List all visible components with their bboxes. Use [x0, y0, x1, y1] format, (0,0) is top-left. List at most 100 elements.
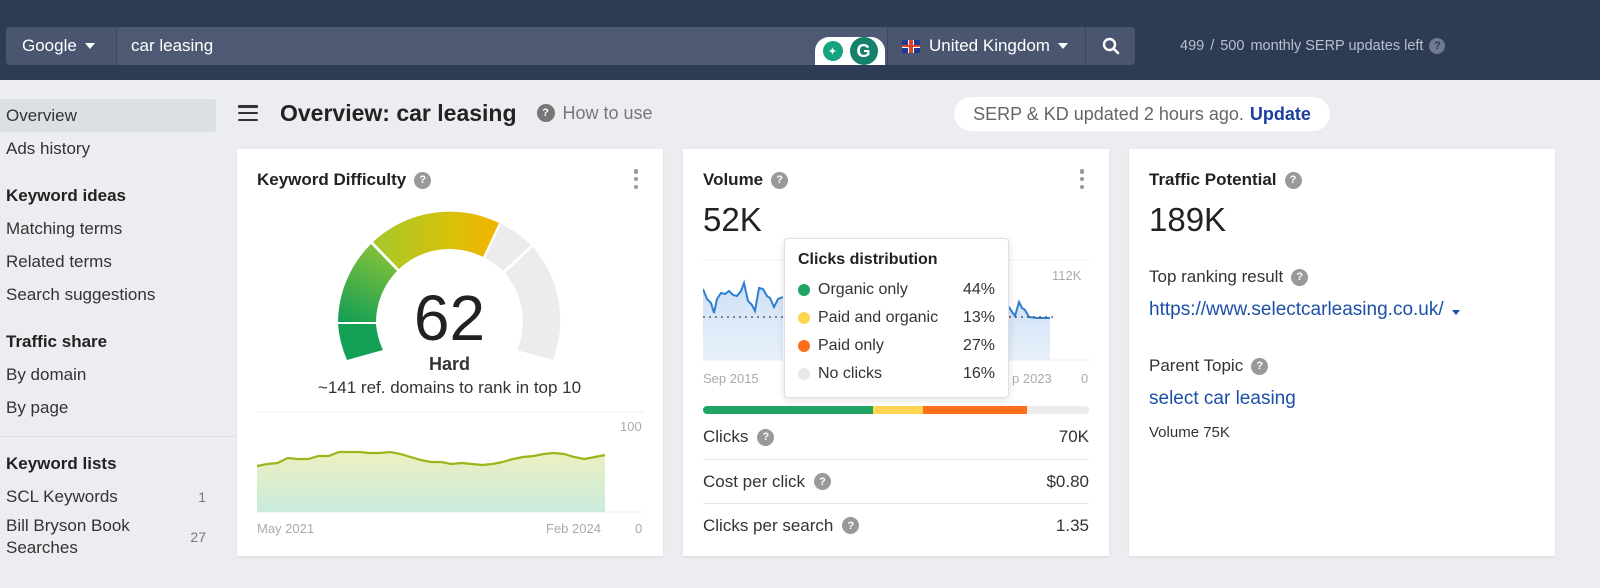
kd-ref-domains: ~141 ref. domains to rank in top 10 [317, 378, 582, 397]
metric-label: Clicks per search [703, 515, 834, 535]
kd-x-end: Feb 2024 [546, 521, 601, 536]
parent-topic-volume: Volume 75K [1149, 424, 1230, 441]
help-icon[interactable]: ? [1429, 38, 1446, 54]
kd-title: Keyword Difficulty [257, 170, 407, 189]
serp-separator: / [1210, 38, 1215, 54]
help-icon[interactable]: ? [814, 473, 832, 490]
traffic-potential-card: Traffic Potential ? 189K Top ranking res… [1129, 149, 1555, 556]
top-ranking-url: https://www.selectcarleasing.co.uk/ [1149, 299, 1444, 320]
how-to-use-label: How to use [562, 102, 653, 123]
top-ranking-label: Top ranking result ? [1149, 267, 1309, 287]
parent-topic-label-text: Parent Topic [1149, 356, 1244, 375]
sidebar-item-by-domain[interactable]: By domain [6, 365, 87, 384]
keyword-list-item[interactable]: Bill Bryson Book Searches 27 [0, 513, 222, 559]
sidebar-item-search-suggestions[interactable]: Search suggestions [6, 285, 156, 304]
how-to-use-link[interactable]: ? How to use [536, 102, 653, 124]
search-engine-select[interactable]: Google [6, 27, 117, 65]
tooltip-title: Clicks distribution [798, 251, 938, 268]
card-title: Volume ? [703, 170, 789, 190]
volume-card: Volume ? 52K 112K Sep 2015 p 2023 0 Clic… [683, 149, 1109, 556]
help-icon[interactable]: ? [842, 517, 860, 534]
tooltip-row: Paid and organic 13% [798, 304, 995, 332]
sidebar-item-related-terms[interactable]: Related terms [6, 252, 112, 271]
sidebar-section-keyword-lists: Keyword lists [6, 454, 117, 473]
difficulty-gauge [338, 211, 561, 360]
no-clicks-dot-icon [798, 368, 810, 380]
search-button[interactable] [1085, 27, 1135, 65]
organic-segment [703, 406, 873, 414]
engine-label: Google [22, 36, 77, 55]
parent-topic-link[interactable]: select car leasing [1149, 388, 1296, 409]
help-icon[interactable]: ? [757, 428, 775, 446]
help-icon[interactable]: ? [414, 171, 432, 189]
keyword-difficulty-card: Keyword Difficulty ? 62 Hard ~141 ref. d… [237, 149, 663, 556]
tooltip-row-value: 44% [962, 281, 995, 298]
metric-label: Clicks [703, 427, 749, 446]
more-options-icon[interactable] [1079, 169, 1085, 189]
kd-y-max: 100 [620, 419, 642, 434]
update-link[interactable]: Update [1249, 103, 1311, 124]
tooltip-row: No clicks 16% [798, 360, 995, 388]
no-clicks-segment [1027, 406, 1089, 414]
more-options-icon[interactable] [633, 169, 639, 189]
menu-icon[interactable] [238, 105, 258, 121]
grammarly-icon[interactable]: G [849, 37, 878, 65]
volume-y-min: 0 [1081, 371, 1089, 386]
page-header: Overview: car leasing ? How to use [238, 97, 653, 129]
search-icon [1102, 37, 1119, 55]
tooltip-row-label: Paid only [818, 337, 884, 354]
tooltip-row-value: 16% [962, 365, 995, 382]
sidebar-item-overview[interactable]: Overview [0, 99, 216, 132]
tooltip-row-label: Paid and organic [818, 309, 939, 326]
sidebar-item-ads-history[interactable]: Ads history [6, 139, 91, 158]
kd-x-start: May 2021 [257, 521, 315, 536]
keyword-list-count: 1 [198, 488, 206, 505]
volume-x-start: Sep 2015 [703, 371, 759, 386]
keyword-list-item[interactable]: SCL Keywords 1 [0, 480, 222, 513]
help-icon[interactable]: ? [1291, 268, 1309, 286]
help-icon: ? [536, 104, 555, 122]
clicks-distribution-bar[interactable] [703, 406, 1089, 414]
chevron-down-icon [1057, 43, 1068, 49]
paid-segment [923, 406, 1028, 414]
sidebar-item-matching-terms[interactable]: Matching terms [6, 219, 123, 238]
tooltip-row-value: 13% [962, 309, 995, 326]
sidebar-section-keyword-ideas: Keyword ideas [6, 186, 126, 205]
sidebar-section-traffic-share: Traffic share [6, 332, 108, 351]
keyword-search-input[interactable] [117, 27, 887, 65]
traffic-title: Traffic Potential [1149, 170, 1277, 189]
kd-history-chart [257, 411, 643, 513]
volume-history-chart [703, 259, 1089, 361]
page-title: Overview: car leasing [280, 99, 517, 126]
top-ranking-url-link[interactable]: https://www.selectcarleasing.co.uk/ [1149, 299, 1460, 321]
lightbulb-icon[interactable]: ✦ [822, 41, 843, 61]
top-ranking-label-text: Top ranking result [1149, 267, 1284, 286]
volume-y-max: 112K [1052, 268, 1082, 283]
search-group: Google United Kingdom [6, 27, 1135, 65]
paid-organic-dot-icon [798, 312, 810, 324]
card-title: Traffic Potential ? [1149, 170, 1302, 190]
chevron-down-icon[interactable] [1451, 309, 1460, 315]
serp-total: 500 [1220, 38, 1245, 54]
kd-rating: Hard [428, 354, 470, 374]
volume-title: Volume [703, 170, 764, 189]
tooltip-row: Paid only 27% [798, 332, 995, 360]
help-icon[interactable]: ? [1251, 357, 1269, 375]
metric-row-cpc: Cost per click? $0.80 [703, 459, 1089, 503]
help-icon[interactable]: ? [771, 171, 789, 189]
sidebar: Overview Ads history Keyword ideas Match… [0, 80, 236, 588]
clicks-distribution-tooltip: Clicks distribution Organic only 44% Pai… [784, 238, 1009, 398]
tooltip-row-label: No clicks [818, 365, 883, 382]
organic-dot-icon [798, 284, 810, 296]
top-bar: Google United Kingdom ✦ G 499 / 500 mont… [0, 0, 1600, 80]
update-status-text: SERP & KD updated 2 hours ago. [973, 103, 1244, 124]
country-select[interactable]: United Kingdom [887, 27, 1085, 65]
tooltip-row-label: Organic only [818, 281, 908, 298]
serp-update-status: SERP & KD updated 2 hours ago. Update [954, 97, 1330, 131]
help-icon[interactable]: ? [1284, 171, 1302, 189]
sidebar-item-by-page[interactable]: By page [6, 398, 69, 417]
serp-text: monthly SERP updates left [1250, 38, 1424, 54]
paid-organic-segment [872, 406, 923, 414]
browser-extension-widget[interactable]: ✦ G [815, 37, 885, 65]
serp-updates-info: 499 / 500 monthly SERP updates left ? [1180, 38, 1446, 54]
